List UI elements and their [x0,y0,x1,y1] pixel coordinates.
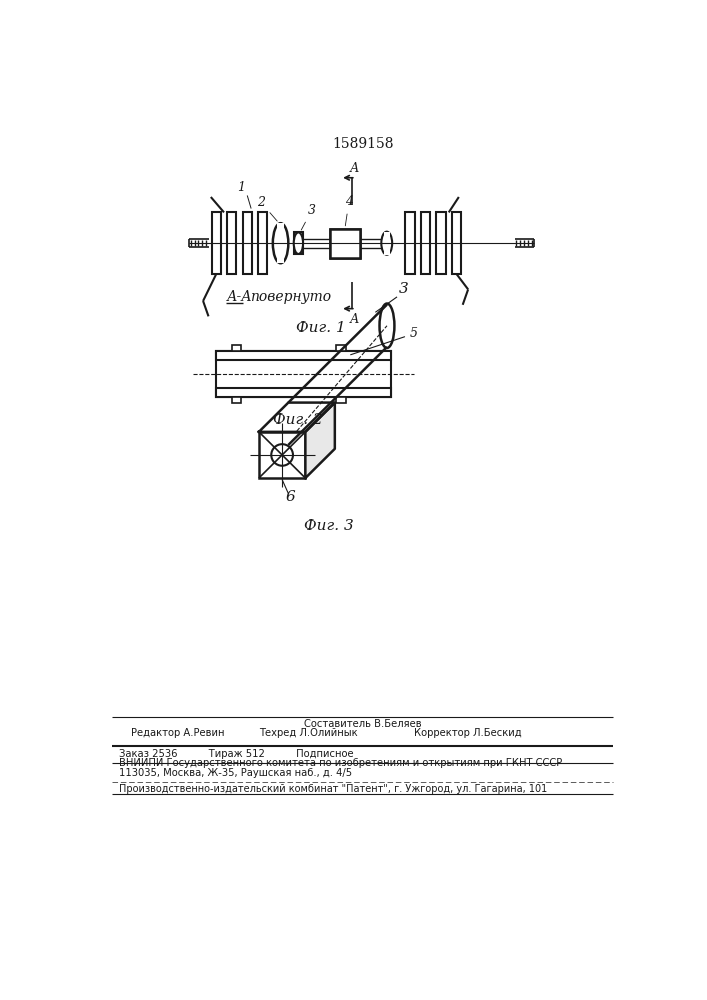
Bar [232,397,241,403]
Text: А: А [349,162,359,175]
Polygon shape [259,403,335,432]
Bar [330,229,360,258]
Bar [421,212,430,274]
Bar [277,223,284,263]
Bar [337,397,346,403]
Text: Редактор А.Ревин: Редактор А.Ревин [131,728,225,738]
Text: 3: 3 [399,282,409,296]
Bar [293,232,303,254]
Text: А: А [349,313,359,326]
Text: Фиг. 3: Фиг. 3 [304,519,354,533]
Bar [216,388,391,397]
Text: Корректор Л.Бескид: Корректор Л.Бескид [414,728,522,738]
Bar [330,229,360,258]
Text: 4: 4 [345,195,353,226]
Bar [211,212,221,274]
Ellipse shape [380,304,395,348]
Text: Фиг. 2: Фиг. 2 [273,413,322,427]
Text: 1: 1 [237,181,245,194]
Bar [337,345,346,351]
Bar [405,212,414,274]
Bar [216,388,391,397]
Text: Заказ 2536          Тираж 512          Подписное: Заказ 2536 Тираж 512 Подписное [119,749,354,759]
Bar [258,212,267,274]
Ellipse shape [381,232,392,255]
Bar [259,432,305,478]
Text: 5: 5 [351,327,418,355]
Text: Фиг. 1: Фиг. 1 [296,321,346,335]
Bar [216,351,391,360]
Text: 6: 6 [286,490,296,504]
Bar [232,345,241,351]
Bar [436,212,445,274]
Text: 113035, Москва, Ж-35, Раушская наб., д. 4/5: 113035, Москва, Ж-35, Раушская наб., д. … [119,768,353,778]
Text: Производственно-издательский комбинат "Патент", г. Ужгород, ул. Гагарина, 101: Производственно-издательский комбинат "П… [119,784,548,794]
Bar [452,212,461,274]
Text: ВНИИПИ Государственного комитета по изобретениям и открытиям при ГКНТ СССР: ВНИИПИ Государственного комитета по изоб… [119,758,563,768]
Text: 2: 2 [257,196,277,221]
Bar [243,212,252,274]
Text: Составитель В.Беляев: Составитель В.Беляев [304,719,421,729]
Bar [216,351,391,397]
Text: А-А: А-А [226,290,252,304]
Bar [216,351,391,360]
Bar [384,232,390,255]
Text: повернуто: повернуто [250,290,331,304]
Ellipse shape [273,223,288,263]
Text: Техред Л.Олийнык: Техред Л.Олийнык [259,728,358,738]
Polygon shape [305,403,335,478]
Bar [227,212,236,274]
Ellipse shape [293,232,303,254]
Text: 3: 3 [301,204,316,230]
Ellipse shape [271,444,293,466]
Text: 1589158: 1589158 [332,137,394,151]
